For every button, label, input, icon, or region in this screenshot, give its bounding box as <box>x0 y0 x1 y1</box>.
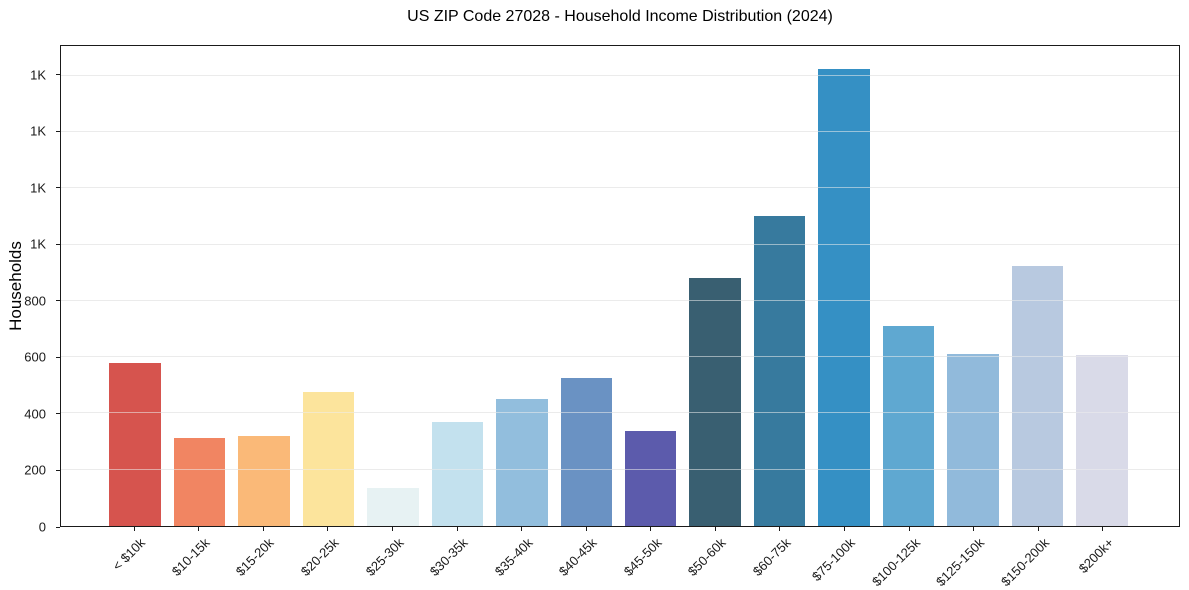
x-tick-label: $15-20k <box>233 535 278 579</box>
x-tick-mark <box>908 527 910 531</box>
x-tick-label: $10-15k <box>168 535 213 579</box>
x-tick-mark <box>650 527 652 531</box>
x-tick-label: $45-50k <box>620 535 665 579</box>
bar-slot <box>747 46 811 526</box>
x-tick-mark <box>456 527 458 531</box>
y-tick-label: 1K <box>30 123 46 139</box>
bar-125-150k <box>947 353 999 526</box>
x-tick-label: $50-60k <box>685 535 729 579</box>
bar-15-20k <box>238 435 290 526</box>
bar-slot <box>167 46 231 526</box>
x-tick-label: $200k+ <box>1075 535 1117 577</box>
y-tick-mark <box>56 74 60 76</box>
x-tick-mark <box>843 527 845 531</box>
bar-slot <box>490 46 554 526</box>
bar-35-40k <box>496 399 548 526</box>
y-tick-mark <box>56 243 60 245</box>
bar-slot <box>941 46 1005 526</box>
bar-30-35k <box>431 422 484 526</box>
y-tick-label: 400 <box>24 406 46 422</box>
bar-slot <box>361 46 425 526</box>
y-tick-mark <box>56 469 60 471</box>
bar-slot <box>683 46 747 526</box>
x-tick-label: $125-150k <box>933 535 988 590</box>
bar-20-25k <box>302 391 355 526</box>
bar-slot <box>812 46 876 526</box>
x-tick-label: $25-30k <box>362 535 407 579</box>
bar-slot <box>619 46 683 526</box>
bar-25-30k <box>367 488 419 526</box>
x-tick-label: $40-45k <box>555 535 600 579</box>
x-tick-label: $75-100k <box>809 535 859 584</box>
bar-100-125k <box>882 325 935 526</box>
y-tick-mark <box>56 130 60 132</box>
x-tick-label: $35-40k <box>491 535 536 579</box>
bar-75-100k <box>818 68 870 526</box>
bar-10-15k <box>173 438 226 526</box>
bar-slot <box>103 46 167 526</box>
bar-slot <box>554 46 618 526</box>
x-tick-mark <box>779 527 781 531</box>
y-tick-mark <box>56 413 60 415</box>
x-tick-label: $30-35k <box>426 535 471 579</box>
bar-slot <box>425 46 489 526</box>
x-tick-label: < $10k <box>109 535 148 574</box>
chart-title: US ZIP Code 27028 - Household Income Dis… <box>407 8 833 25</box>
bar-slot <box>1070 46 1134 526</box>
x-tick-label: $100-125k <box>868 535 923 590</box>
y-tick-label: 600 <box>24 349 46 365</box>
bar-10k <box>109 362 161 526</box>
bar-slot <box>296 46 360 526</box>
y-tick-mark <box>56 187 60 189</box>
bar-slot <box>876 46 940 526</box>
y-tick-label: 800 <box>24 293 46 309</box>
x-axis-ticks: < $10k $10-15k $15-20k $20-25k $25-30k $30-35… <box>60 527 1180 590</box>
y-tick-label: 0 <box>38 519 46 535</box>
y-tick-mark <box>56 356 60 358</box>
y-tick-label: 1K <box>30 67 46 83</box>
x-tick-mark <box>392 527 394 531</box>
x-tick-label: $150-200k <box>997 535 1052 590</box>
bars-container <box>61 46 1179 526</box>
y-tick-mark <box>56 526 60 528</box>
bar-40-45k <box>560 377 613 526</box>
x-tick-mark <box>327 527 329 531</box>
x-tick-mark <box>585 527 587 531</box>
y-tick-label: 1K <box>30 180 46 196</box>
y-axis-ticks: 0 200 400 600 800 1K 1K 1K 1K <box>0 45 60 535</box>
y-tick-mark <box>56 300 60 302</box>
bar-slot <box>232 46 296 526</box>
x-tick-mark <box>714 527 716 531</box>
bar-150-200k <box>1011 266 1064 526</box>
plot-area <box>60 45 1180 527</box>
y-tick-label: 200 <box>24 462 46 478</box>
x-tick-mark <box>973 527 975 531</box>
x-tick-mark <box>1102 527 1104 531</box>
bar-50-60k <box>689 278 741 526</box>
bar-45-50k <box>624 431 677 526</box>
x-tick-mark <box>133 527 135 531</box>
x-tick-mark <box>1037 527 1039 531</box>
x-tick-label: $20-25k <box>297 535 342 579</box>
x-tick-mark <box>198 527 200 531</box>
bar-200k+ <box>1076 354 1128 526</box>
x-tick-mark <box>521 527 523 531</box>
x-tick-label: $60-75k <box>749 535 794 579</box>
bar-slot <box>1005 46 1069 526</box>
y-tick-label: 1K <box>30 236 46 252</box>
bar-60-75k <box>753 216 806 526</box>
x-tick-mark <box>262 527 264 531</box>
